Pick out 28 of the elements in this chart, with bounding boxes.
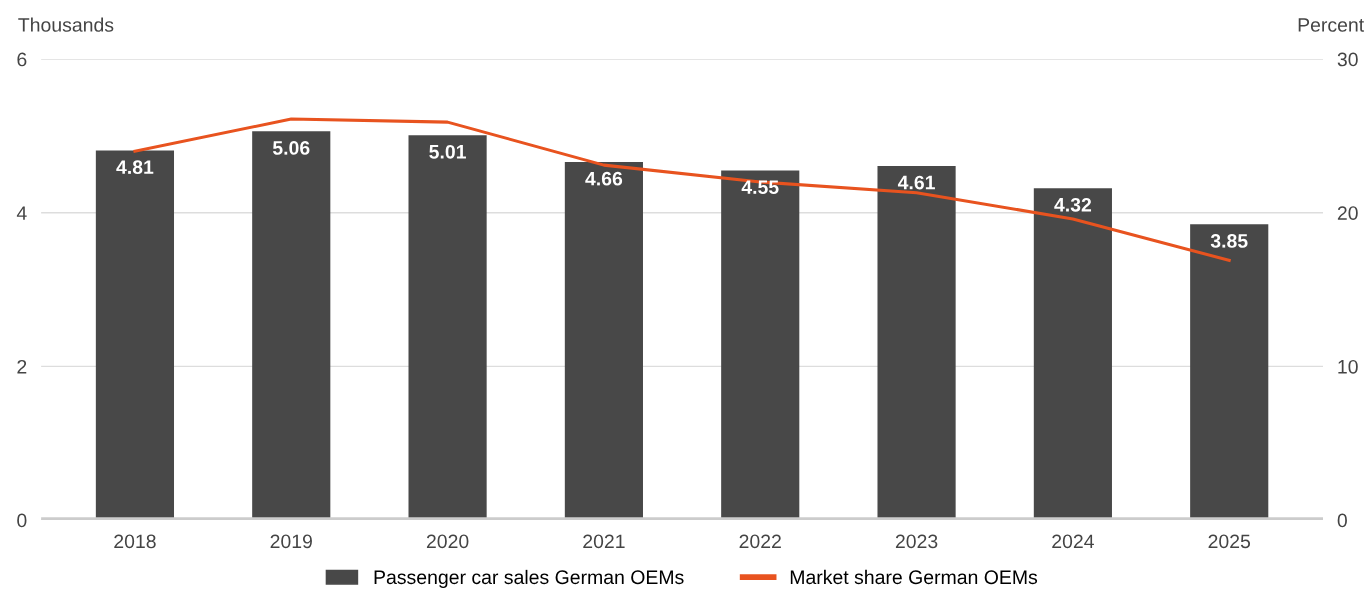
y-tick-label: 4 (16, 206, 27, 220)
legend-label: Market share German OEMs (790, 569, 1038, 585)
y-axis-title: Thousands (18, 17, 114, 32)
data-label: 4.32 (1054, 197, 1092, 212)
y-tick-label: 2 (17, 359, 27, 374)
y-tick-label: 0 (17, 513, 27, 528)
x-tick-label: 2018 (114, 534, 156, 549)
x-tick-label: 2025 (1208, 534, 1251, 549)
data-label: 4.81 (116, 160, 154, 175)
data-label: 3.85 (1210, 234, 1248, 248)
legend-label: Passenger car sales German OEMs (374, 569, 684, 588)
data-label: 4.61 (897, 175, 935, 190)
y2-tick-label: 30 (1337, 52, 1358, 67)
y2-tick-label: 0 (1337, 513, 1347, 528)
x-tick-label: 2023 (895, 534, 938, 549)
data-label: 5.01 (429, 144, 466, 159)
y-tick-label: 6 (17, 52, 27, 67)
x-tick-label: 2024 (1052, 534, 1094, 549)
data-label: 5.06 (272, 141, 310, 155)
x-tick-label: 2022 (739, 534, 781, 549)
x-tick-label: 2021 (583, 534, 625, 549)
data-label: 4.55 (741, 180, 779, 195)
x-tick-label: 2020 (426, 534, 469, 549)
y2-tick-label: 20 (1337, 206, 1358, 220)
y2-tick-label: 10 (1338, 359, 1358, 374)
x-tick-label: 2019 (270, 534, 312, 549)
y2-axis-title: Percent (1298, 18, 1365, 32)
data-label: 4.66 (585, 171, 623, 186)
